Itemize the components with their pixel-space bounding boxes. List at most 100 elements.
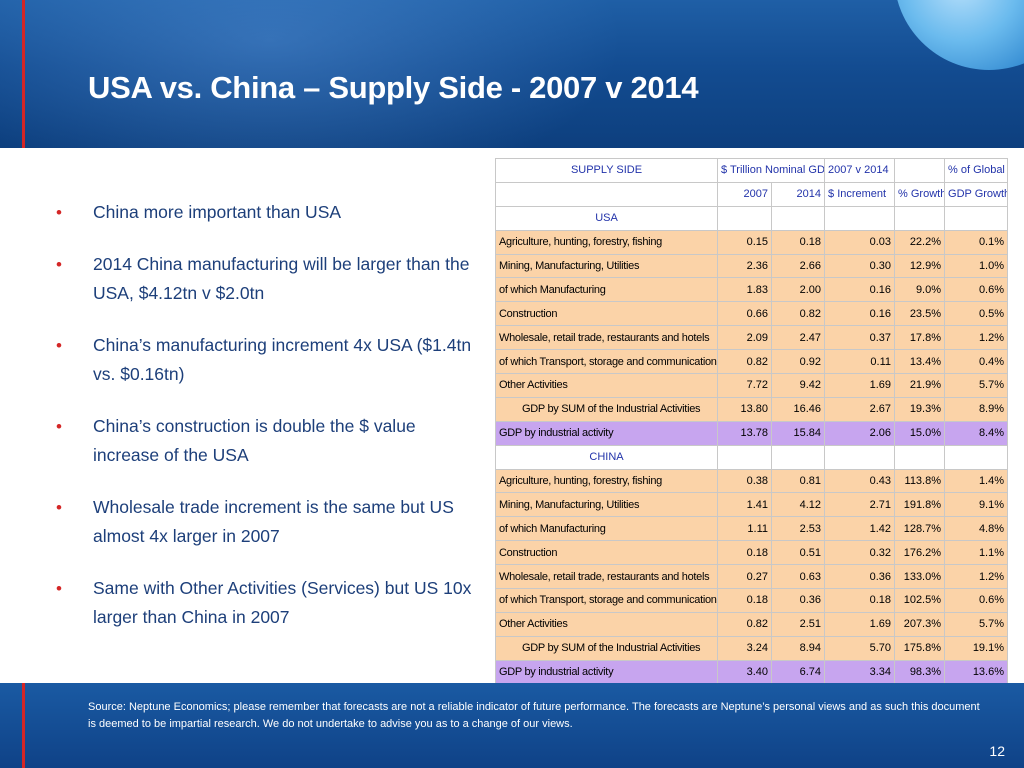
row-value: 9.0% bbox=[894, 277, 946, 303]
row-label: GDP by industrial activity bbox=[495, 659, 718, 685]
row-value: 13.78 bbox=[717, 420, 772, 446]
row-value: 133.0% bbox=[894, 564, 946, 590]
header-supply-side: SUPPLY SIDE bbox=[495, 158, 718, 183]
bullet-list: • China more important than USA • 2014 Chi… bbox=[56, 198, 486, 655]
page-number: 12 bbox=[989, 743, 1005, 759]
blank-cell bbox=[717, 444, 772, 470]
row-value: 2.36 bbox=[717, 253, 772, 279]
bullet-text: China’s construction is double the $ val… bbox=[93, 416, 416, 465]
row-value: 2.53 bbox=[770, 516, 826, 542]
blank-cell bbox=[717, 205, 772, 231]
row-label: GDP by SUM of the Industrial Activities bbox=[495, 635, 718, 661]
row-value: 22.2% bbox=[894, 229, 946, 255]
row-value: 0.43 bbox=[824, 468, 896, 494]
china-section-label: CHINA bbox=[495, 444, 718, 470]
row-value: 0.32 bbox=[824, 540, 896, 566]
bullet-icon: • bbox=[56, 498, 62, 517]
china-table-row: Mining, Manufacturing, Utilities 1.41 4.12… bbox=[495, 492, 1009, 518]
usa-table-row: Other Activities 7.72 9.42 1.69 21.9% 5.7% bbox=[495, 373, 1009, 398]
usa-section-label: USA bbox=[495, 205, 718, 231]
usa-table-row: Mining, Manufacturing, Utilities 2.36 2.66… bbox=[495, 253, 1009, 279]
row-label: GDP by industrial activity bbox=[495, 420, 718, 446]
row-value: 1.69 bbox=[824, 373, 896, 398]
row-value: 207.3% bbox=[894, 611, 946, 637]
blank-cell bbox=[824, 444, 896, 470]
row-value: 102.5% bbox=[894, 588, 946, 613]
china-table-row: Other Activities 0.82 2.51 1.69 207.3% 5.7% bbox=[495, 611, 1009, 637]
bullet-icon: • bbox=[56, 417, 62, 436]
header-glow bbox=[0, 0, 620, 148]
bullet-item: • 2014 China manufacturing will be larger… bbox=[56, 250, 486, 308]
subheader-2007: 2007 bbox=[717, 181, 772, 207]
row-value: 3.24 bbox=[717, 635, 772, 661]
row-value: 13.6% bbox=[944, 659, 1009, 685]
row-value: 8.4% bbox=[944, 420, 1009, 446]
china-table-row: of which Manufacturing 1.11 2.53 1.42 128.7%… bbox=[495, 516, 1009, 542]
blank-cell bbox=[770, 205, 826, 231]
supply-side-table-container: SUPPLY SIDE $ Trillion Nominal GDP 2007 … bbox=[495, 158, 1009, 685]
header-nominal-gdp: $ Trillion Nominal GDP bbox=[716, 158, 826, 183]
row-value: 1.42 bbox=[824, 516, 896, 542]
china-table-row: Wholesale, retail trade, restaurants and… bbox=[495, 564, 1009, 590]
china-section-row: CHINA bbox=[495, 444, 1009, 470]
row-value: 12.9% bbox=[894, 253, 946, 279]
row-value: 5.70 bbox=[824, 635, 896, 661]
row-value: 0.6% bbox=[944, 277, 1009, 303]
header-blank bbox=[894, 158, 946, 183]
header-pct-global: % of Global bbox=[944, 158, 1009, 183]
row-value: 2.09 bbox=[717, 325, 772, 351]
row-value: 2.66 bbox=[770, 253, 826, 279]
china-total-row: GDP by SUM of the Industrial Activities 3… bbox=[495, 635, 1009, 661]
row-value: 0.30 bbox=[824, 253, 896, 279]
subheader-2014: 2014 bbox=[770, 181, 826, 207]
row-value: 0.82 bbox=[717, 349, 772, 375]
bullet-text: Wholesale trade increment is the same bu… bbox=[93, 497, 454, 546]
source-disclaimer: Source: Neptune Economics; please rememb… bbox=[88, 701, 980, 730]
bullet-item: • China’s construction is double the $ va… bbox=[56, 412, 486, 470]
row-value: 2.67 bbox=[824, 396, 896, 422]
row-label: Mining, Manufacturing, Utilities bbox=[495, 492, 718, 518]
row-value: 2.00 bbox=[770, 277, 826, 303]
slide-title: USA vs. China – Supply Side - 2007 v 201… bbox=[88, 70, 699, 105]
row-value: 5.7% bbox=[944, 373, 1009, 398]
bullet-text: China more important than USA bbox=[93, 202, 342, 222]
usa-table-row: Construction 0.66 0.82 0.16 23.5% 0.5% bbox=[495, 301, 1009, 327]
row-value: 3.34 bbox=[824, 659, 896, 685]
china-table-row: Agriculture, hunting, forestry, fishing 0… bbox=[495, 468, 1009, 494]
row-value: 7.72 bbox=[717, 373, 772, 398]
row-value: 15.0% bbox=[894, 420, 946, 446]
row-label: Wholesale, retail trade, restaurants and… bbox=[495, 564, 718, 590]
row-value: 5.7% bbox=[944, 611, 1009, 637]
row-value: 0.36 bbox=[770, 588, 826, 613]
china-table-row: Construction 0.18 0.51 0.32 176.2% 1.1% bbox=[495, 540, 1009, 566]
row-value: 0.51 bbox=[770, 540, 826, 566]
row-label: Agriculture, hunting, forestry, fishing bbox=[495, 229, 718, 255]
row-value: 2.71 bbox=[824, 492, 896, 518]
blank-cell bbox=[944, 444, 1009, 470]
china-table-row: of which Transport, storage and communic… bbox=[495, 588, 1009, 613]
row-value: 0.16 bbox=[824, 301, 896, 327]
row-value: 0.37 bbox=[824, 325, 896, 351]
bullet-text: Same with Other Activities (Services) bu… bbox=[93, 578, 472, 627]
row-value: 1.2% bbox=[944, 564, 1009, 590]
row-value: 0.6% bbox=[944, 588, 1009, 613]
subheader-increment: $ Increment bbox=[824, 181, 896, 207]
row-label: GDP by SUM of the Industrial Activities bbox=[495, 396, 718, 422]
bullet-icon: • bbox=[56, 579, 62, 598]
row-label: of which Transport, storage and communic… bbox=[495, 588, 718, 613]
blank-cell bbox=[770, 444, 826, 470]
row-value: 0.1% bbox=[944, 229, 1009, 255]
row-value: 2.51 bbox=[770, 611, 826, 637]
row-value: 2.47 bbox=[770, 325, 826, 351]
row-value: 191.8% bbox=[894, 492, 946, 518]
row-value: 0.92 bbox=[770, 349, 826, 375]
subheader-gdp-growth: GDP Growth bbox=[944, 181, 1009, 207]
row-value: 16.46 bbox=[770, 396, 826, 422]
row-value: 0.4% bbox=[944, 349, 1009, 375]
row-value: 175.8% bbox=[894, 635, 946, 661]
row-value: 1.1% bbox=[944, 540, 1009, 566]
row-value: 1.0% bbox=[944, 253, 1009, 279]
row-value: 9.1% bbox=[944, 492, 1009, 518]
blank-cell bbox=[894, 205, 946, 231]
usa-table-row: Wholesale, retail trade, restaurants and… bbox=[495, 325, 1009, 351]
